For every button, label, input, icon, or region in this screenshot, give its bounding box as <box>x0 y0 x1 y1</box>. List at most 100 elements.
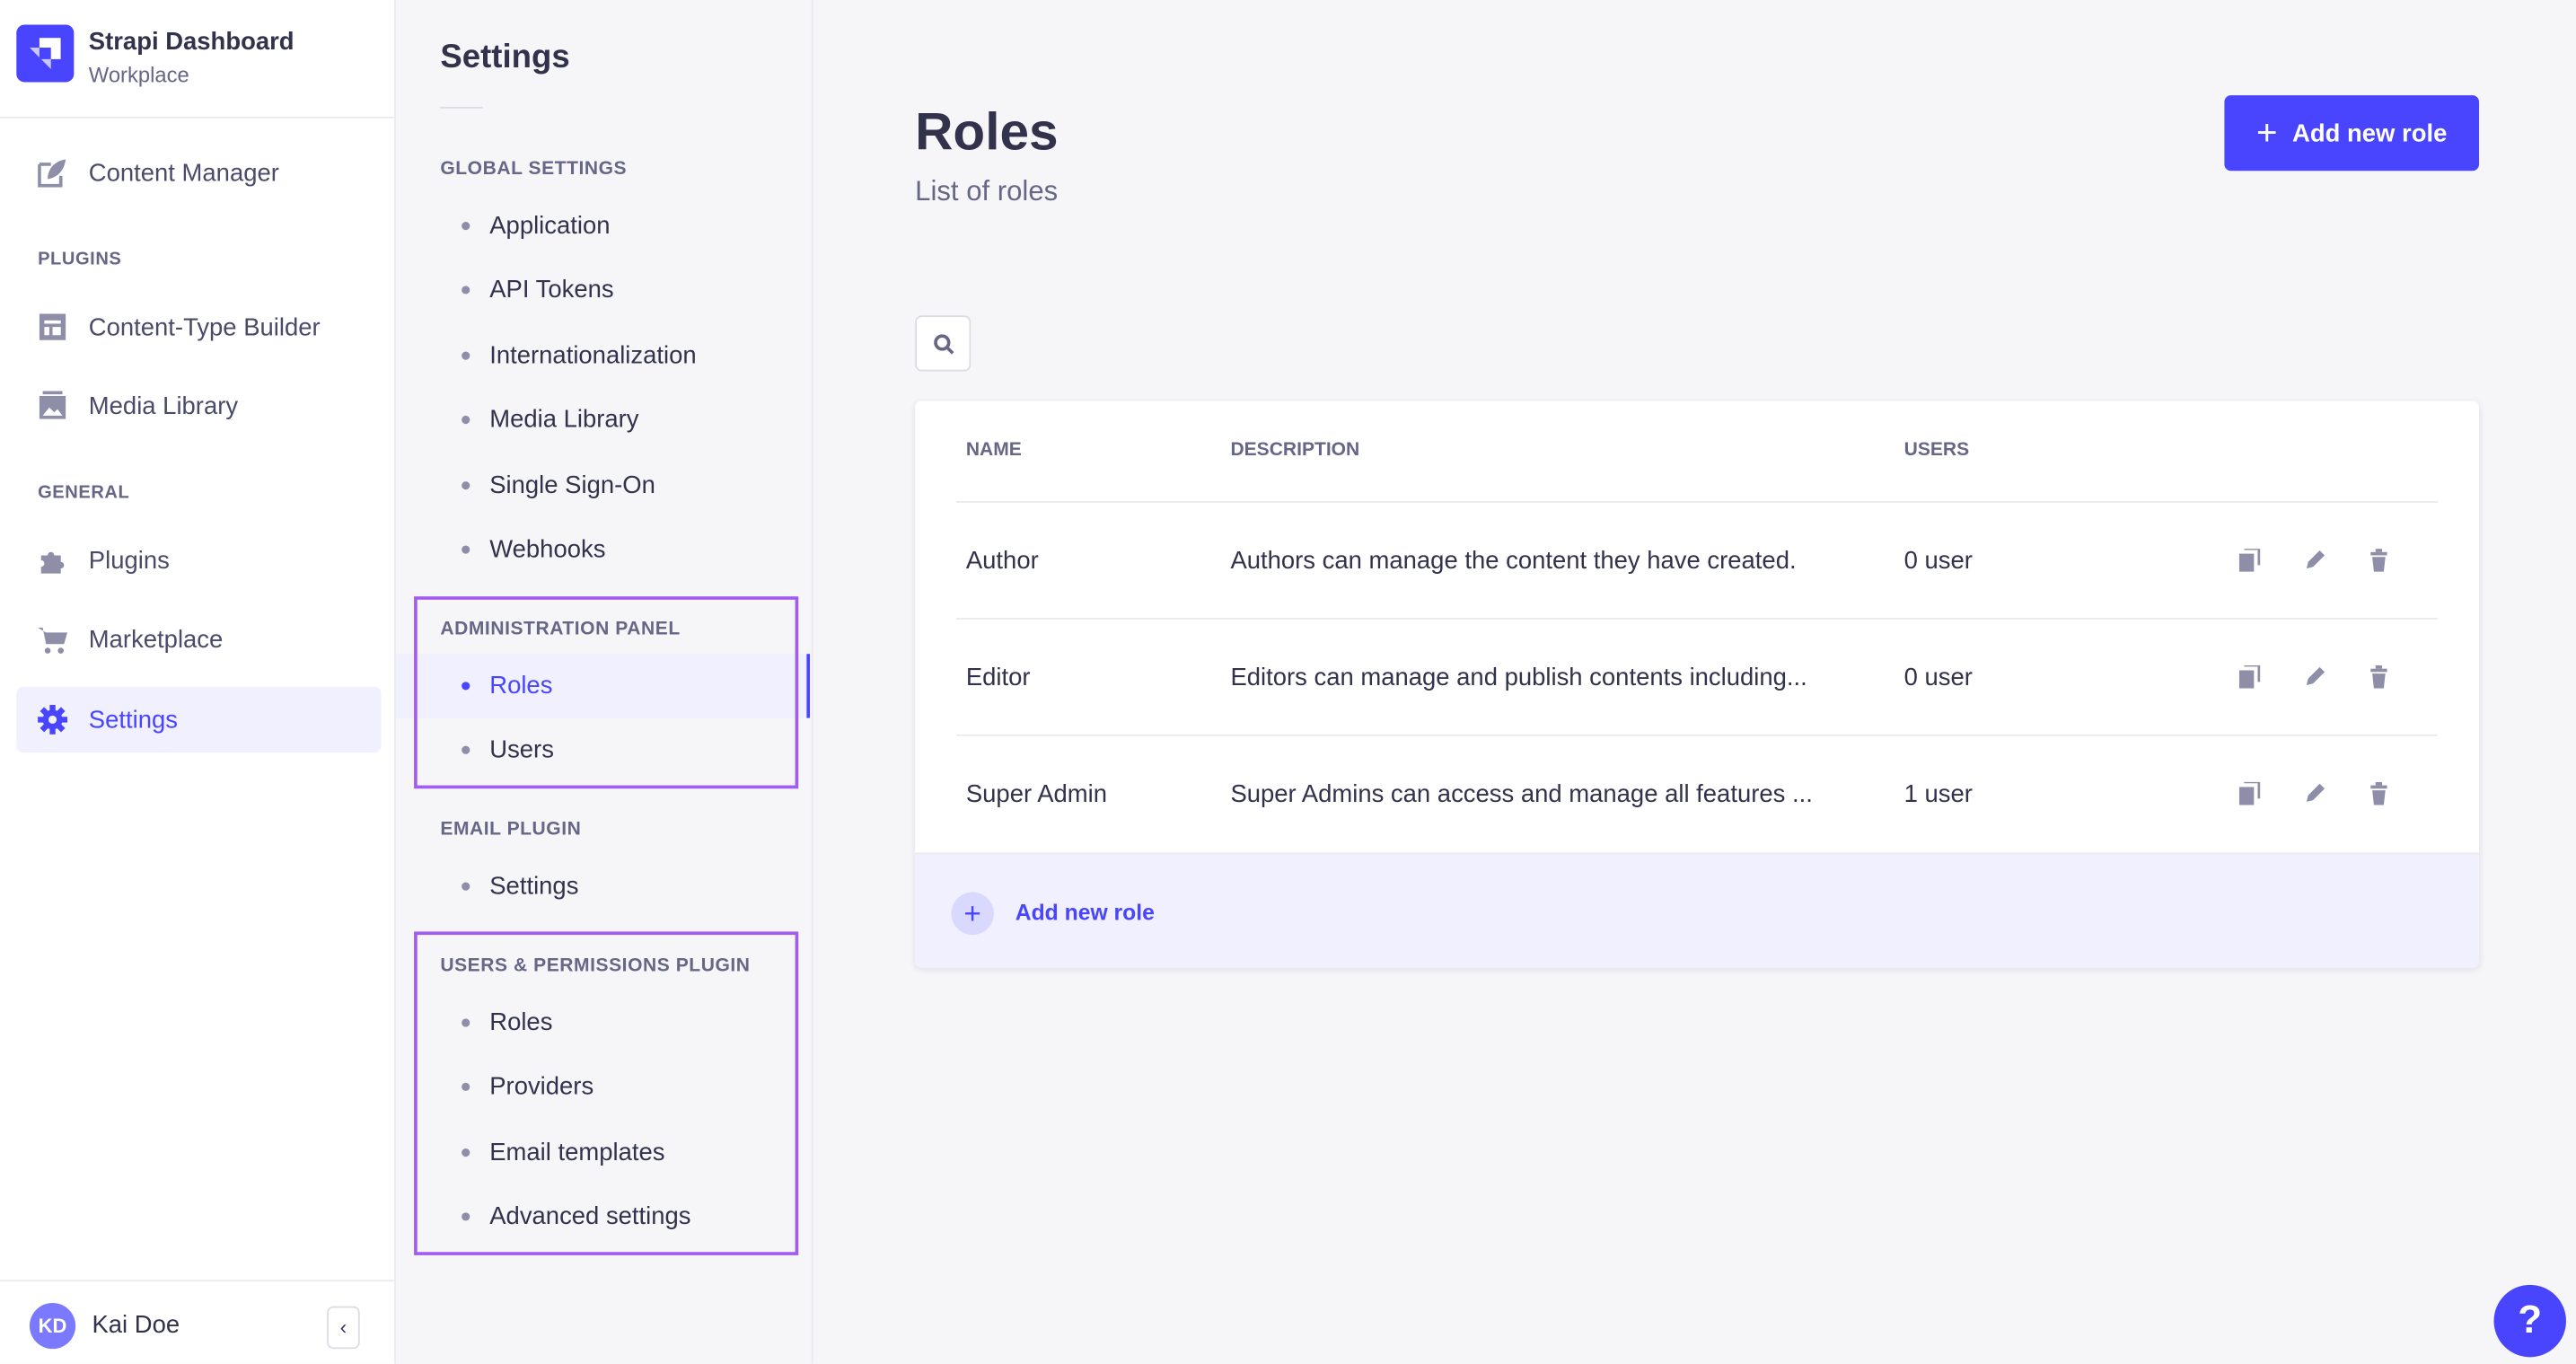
item-label: API Tokens <box>489 276 614 304</box>
role-name: Author <box>965 547 1039 576</box>
item-label: Email templates <box>489 1138 665 1167</box>
item-label: Application <box>489 212 611 241</box>
add-new-role-button[interactable]: + Add new role <box>2224 95 2480 172</box>
duplicate-icon[interactable] <box>2238 664 2264 690</box>
item-label: Single Sign-On <box>489 471 655 500</box>
nav-label: Settings <box>88 705 178 734</box>
settings-title: Settings <box>440 39 570 76</box>
settings-item-admin-roles[interactable]: Roles <box>395 654 811 718</box>
settings-item-api-tokens[interactable]: API Tokens <box>396 258 810 321</box>
settings-item-sso[interactable]: Single Sign-On <box>396 453 810 517</box>
section-users-permissions: USERS & PERMISSIONS PLUGIN <box>440 955 751 976</box>
page-subtitle: List of roles <box>915 175 1059 207</box>
cart-icon <box>38 624 68 654</box>
image-icon <box>38 391 67 420</box>
nav-plugins[interactable]: Plugins <box>16 527 381 593</box>
column-header-users[interactable]: USERS <box>1903 440 1970 461</box>
section-global-settings: GLOBAL SETTINGS <box>440 159 628 180</box>
nav-label: Marketplace <box>88 625 224 654</box>
pencil-icon[interactable] <box>2301 664 2327 690</box>
settings-item-advanced-settings[interactable]: Advanced settings <box>396 1184 810 1248</box>
item-label: Settings <box>489 872 579 901</box>
role-users: 0 user <box>1903 664 1973 692</box>
nav-label: Plugins <box>88 546 170 575</box>
nav-content-type-builder[interactable]: Content-Type Builder <box>16 295 381 360</box>
item-label: Roles <box>489 672 553 700</box>
brand-title: Strapi Dashboard <box>88 28 295 57</box>
role-users: 0 user <box>1903 547 1973 576</box>
item-label: Roles <box>489 1008 553 1037</box>
item-label: Webhooks <box>489 535 606 564</box>
chevron-left-icon: ‹ <box>339 1316 347 1340</box>
avatar[interactable]: KD <box>29 1302 76 1350</box>
feather-icon <box>38 158 67 188</box>
settings-item-webhooks[interactable]: Webhooks <box>396 517 810 581</box>
item-label: Users <box>489 735 554 764</box>
plus-icon: + <box>2256 111 2278 154</box>
trash-icon[interactable] <box>2366 547 2392 573</box>
search-button[interactable] <box>915 315 971 372</box>
settings-item-media-library[interactable]: Media Library <box>396 388 810 452</box>
nav-section-plugins: PLUGINS <box>38 250 122 270</box>
trash-icon[interactable] <box>2366 780 2392 806</box>
nav-settings[interactable]: Settings <box>16 686 382 753</box>
duplicate-icon[interactable] <box>2238 780 2264 806</box>
strapi-logo-icon <box>16 24 75 83</box>
role-description: Authors can manage the content they have… <box>1230 547 1797 576</box>
gear-icon <box>38 704 68 735</box>
plus-circle-icon[interactable]: + <box>951 892 994 936</box>
settings-item-admin-users[interactable]: Users <box>396 718 810 782</box>
settings-item-providers[interactable]: Providers <box>396 1055 810 1119</box>
user-footer: KD Kai Doe ‹ <box>0 1280 395 1363</box>
settings-item-internationalization[interactable]: Internationalization <box>396 323 810 387</box>
divider <box>440 106 483 109</box>
page-title: Roles <box>915 101 1059 162</box>
button-label: Add new role <box>2292 119 2448 147</box>
brand-subtitle: Workplace <box>88 62 189 87</box>
item-label: Advanced settings <box>489 1202 691 1231</box>
settings-item-email-settings[interactable]: Settings <box>396 854 810 918</box>
table-row[interactable]: Editor Editors can manage and publish co… <box>955 617 2439 735</box>
column-header-name[interactable]: NAME <box>965 440 1022 461</box>
settings-item-email-templates[interactable]: Email templates <box>396 1121 810 1184</box>
search-icon <box>933 333 954 354</box>
column-header-description[interactable]: DESCRIPTION <box>1230 440 1360 461</box>
trash-icon[interactable] <box>2366 664 2392 690</box>
brand-header: Strapi Dashboard Workplace <box>0 0 395 119</box>
section-administration-panel: ADMINISTRATION PANEL <box>440 619 681 639</box>
item-label: Internationalization <box>489 341 697 370</box>
table-row[interactable]: Super Admin Super Admins can access and … <box>955 734 2439 851</box>
pencil-icon[interactable] <box>2301 780 2327 806</box>
role-users: 1 user <box>1903 780 1973 809</box>
role-description: Editors can manage and publish contents … <box>1230 664 1807 692</box>
nav-media-library[interactable]: Media Library <box>16 373 381 438</box>
role-name: Super Admin <box>965 780 1108 809</box>
main-content: Roles List of roles + Add new role NAME … <box>813 0 2576 1364</box>
pencil-icon[interactable] <box>2301 547 2327 573</box>
collapse-sidebar-button[interactable]: ‹ <box>327 1306 360 1350</box>
puzzle-icon <box>38 545 67 575</box>
nav-marketplace[interactable]: Marketplace <box>16 606 381 672</box>
table-row[interactable]: Author Authors can manage the content th… <box>955 501 2439 618</box>
user-name[interactable]: Kai Doe <box>92 1311 180 1340</box>
layout-icon <box>38 312 67 342</box>
add-role-footer[interactable]: + Add new role <box>915 852 2480 968</box>
settings-item-up-roles[interactable]: Roles <box>396 990 810 1054</box>
settings-sidebar: Settings GLOBAL SETTINGS Application API… <box>395 0 813 1364</box>
main-sidebar: Strapi Dashboard Workplace Content Manag… <box>0 0 396 1364</box>
nav-label: Content-Type Builder <box>88 312 321 341</box>
item-label: Media Library <box>489 405 639 435</box>
help-button[interactable]: ? <box>2493 1284 2566 1358</box>
duplicate-icon[interactable] <box>2238 547 2264 573</box>
settings-item-application[interactable]: Application <box>396 194 810 258</box>
item-label: Providers <box>489 1072 594 1101</box>
nav-label: Content Manager <box>88 158 279 187</box>
section-email-plugin: EMAIL PLUGIN <box>440 820 582 840</box>
roles-table: NAME DESCRIPTION USERS Author Authors ca… <box>915 400 2480 968</box>
nav-content-manager[interactable]: Content Manager <box>16 140 381 206</box>
nav-label: Media Library <box>88 392 239 420</box>
role-description: Super Admins can access and manage all f… <box>1230 780 1813 809</box>
add-new-role-link[interactable]: Add new role <box>1015 900 1155 926</box>
role-name: Editor <box>965 664 1031 692</box>
nav-section-general: GENERAL <box>38 482 130 503</box>
